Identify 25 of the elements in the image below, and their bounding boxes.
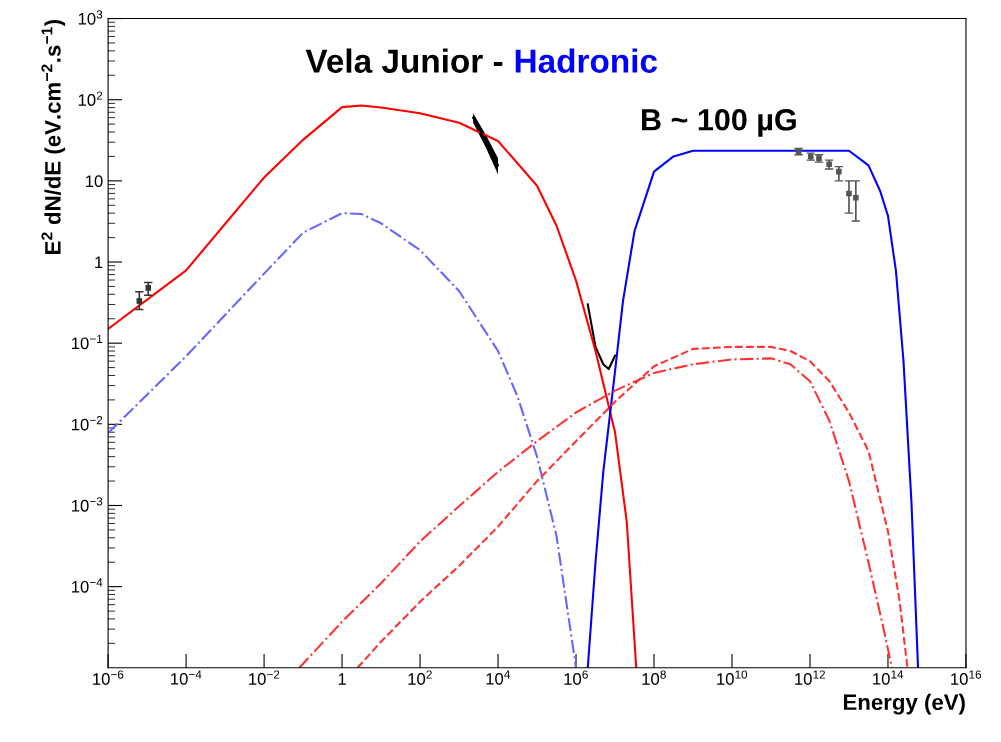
x-tick-label: 10$^{14}$ <box>873 670 904 685</box>
x-tick-label: 1 <box>338 673 346 685</box>
x-axis-title: Energy (eV) <box>843 693 965 715</box>
y-tick-label: 10$^{−1}$ <box>72 334 103 350</box>
x-tick-label: 10$^{−2}$ <box>249 670 280 685</box>
y-tick-label: 1 <box>95 256 103 269</box>
x-tick-label: 10$^{4}$ <box>486 670 511 685</box>
y-tick-label: 10$^{−2}$ <box>72 416 103 431</box>
text: Vela Junior - <box>305 48 503 73</box>
y-tick-label: 10 <box>85 175 103 188</box>
x-tick-label: 10$^{10}$ <box>717 670 748 685</box>
y-tick-label: 10$^{2}$ <box>78 91 103 106</box>
x-tick-label: 10$^{16}$ <box>951 670 982 685</box>
x-tick-label: 10$^{2}$ <box>408 670 432 685</box>
x-tick-label: 10$^{8}$ <box>642 670 666 685</box>
x-tick-label: 10$^{−4}$ <box>171 670 202 685</box>
x-tick-label: 10$^{−6}$ <box>93 670 124 685</box>
y-axis-title: E$^{2}$ dN/dE (eV.cm$^{−2}$.s$^{−1}$) <box>41 19 66 254</box>
y-tick-label: 10$^{3}$ <box>78 10 103 25</box>
x-tick-label: 10$^{6}$ <box>564 670 588 685</box>
text: Hadronic <box>515 48 658 73</box>
y-tick-label: 10$^{−4}$ <box>72 578 103 593</box>
x-tick-label: 10$^{12}$ <box>795 670 825 685</box>
annotation: B ~ 100 µG <box>642 108 796 137</box>
y-tick-label: 10$^{−3}$ <box>72 497 103 512</box>
